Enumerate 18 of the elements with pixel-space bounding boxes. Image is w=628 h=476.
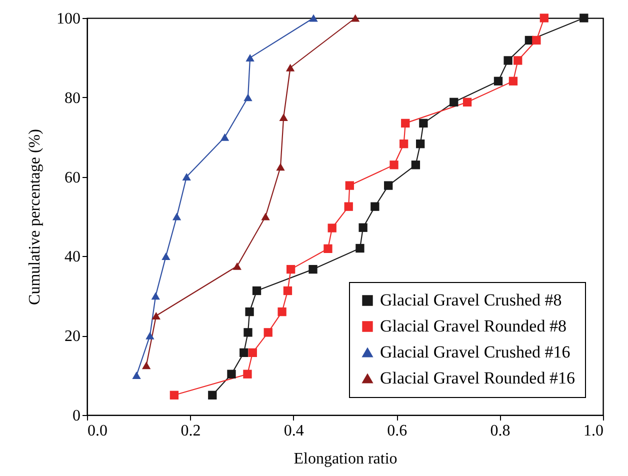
y-axis-title: Cumulative percentage (%) <box>26 129 44 305</box>
y-tick-label: 0 <box>72 408 80 424</box>
x-tick-label: 0.2 <box>180 422 201 440</box>
x-tick-label: 1.0 <box>584 422 604 440</box>
y-tick-label: 40 <box>64 248 80 266</box>
legend-label: Glacial Gravel Crushed #16 <box>380 342 570 362</box>
x-axis-title: Elongation ratio <box>294 450 398 468</box>
legend-label: Glacial Gravel Rounded #16 <box>380 368 575 388</box>
y-tick-label: 20 <box>64 328 80 346</box>
x-tick-label: 0.6 <box>387 422 408 440</box>
x-tick-label: 0.0 <box>88 422 108 440</box>
legend-label: Glacial Gravel Crushed #8 <box>380 290 562 310</box>
y-tick-label: 100 <box>56 10 80 28</box>
x-tick-label: 0.8 <box>490 422 510 440</box>
y-tick-label: 60 <box>64 169 80 186</box>
x-tick-label: 0.4 <box>284 422 304 440</box>
y-tick-label: 80 <box>64 90 80 107</box>
legend-label: Glacial Gravel Rounded #8 <box>380 316 566 336</box>
